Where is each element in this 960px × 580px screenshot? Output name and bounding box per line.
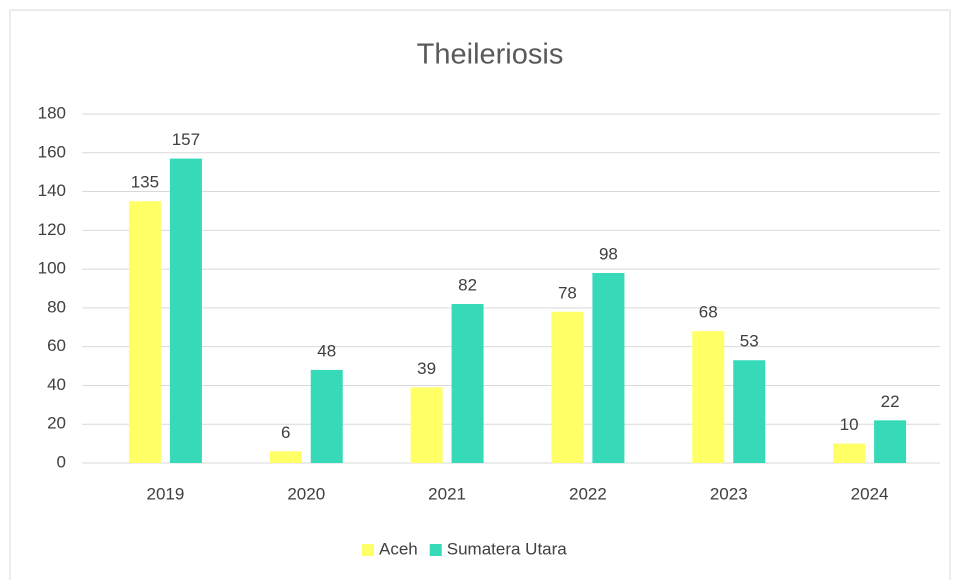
y-tick-label: 100 [38, 259, 66, 278]
bar [874, 420, 907, 463]
x-tick-label: 2023 [710, 484, 748, 503]
y-tick-label: 140 [38, 181, 66, 200]
bar [269, 451, 302, 463]
bar [833, 443, 866, 463]
chart-frame [9, 9, 951, 580]
legend-swatch [362, 544, 374, 556]
legend-swatch [429, 544, 442, 556]
bar [451, 304, 484, 463]
chart-title: Theileriosis [417, 39, 564, 71]
x-tick-label: 2019 [147, 484, 185, 503]
bar [592, 272, 625, 463]
bar [169, 158, 202, 463]
data-label: 53 [740, 332, 759, 351]
data-label: 135 [131, 173, 159, 192]
bar [410, 387, 443, 463]
y-tick-label: 80 [47, 297, 66, 316]
bar [733, 360, 766, 463]
data-label: 48 [317, 341, 336, 360]
data-label: 68 [699, 303, 718, 322]
bar [310, 369, 343, 463]
legend-label: Sumatera Utara [447, 539, 568, 558]
y-tick-label: 160 [38, 142, 66, 161]
data-label: 78 [558, 283, 577, 302]
x-tick-label: 2022 [569, 484, 607, 503]
bar [692, 331, 725, 463]
data-label: 22 [881, 392, 900, 411]
x-tick-label: 2024 [851, 484, 889, 503]
y-tick-label: 60 [47, 336, 66, 355]
data-label: 98 [599, 244, 618, 263]
legend-label: Aceh [379, 539, 418, 558]
x-tick-label: 2021 [428, 484, 466, 503]
data-label: 6 [281, 423, 290, 442]
y-tick-label: 40 [47, 375, 66, 394]
y-tick-label: 0 [57, 452, 66, 471]
data-label: 39 [417, 359, 436, 378]
bar [551, 311, 584, 463]
y-tick-label: 120 [38, 220, 66, 239]
y-tick-label: 180 [38, 103, 66, 122]
y-tick-label: 20 [47, 414, 66, 433]
data-label: 10 [840, 415, 859, 434]
data-label: 82 [458, 275, 477, 294]
bar [128, 201, 161, 463]
x-tick-label: 2020 [287, 484, 325, 503]
data-label: 157 [172, 130, 200, 149]
